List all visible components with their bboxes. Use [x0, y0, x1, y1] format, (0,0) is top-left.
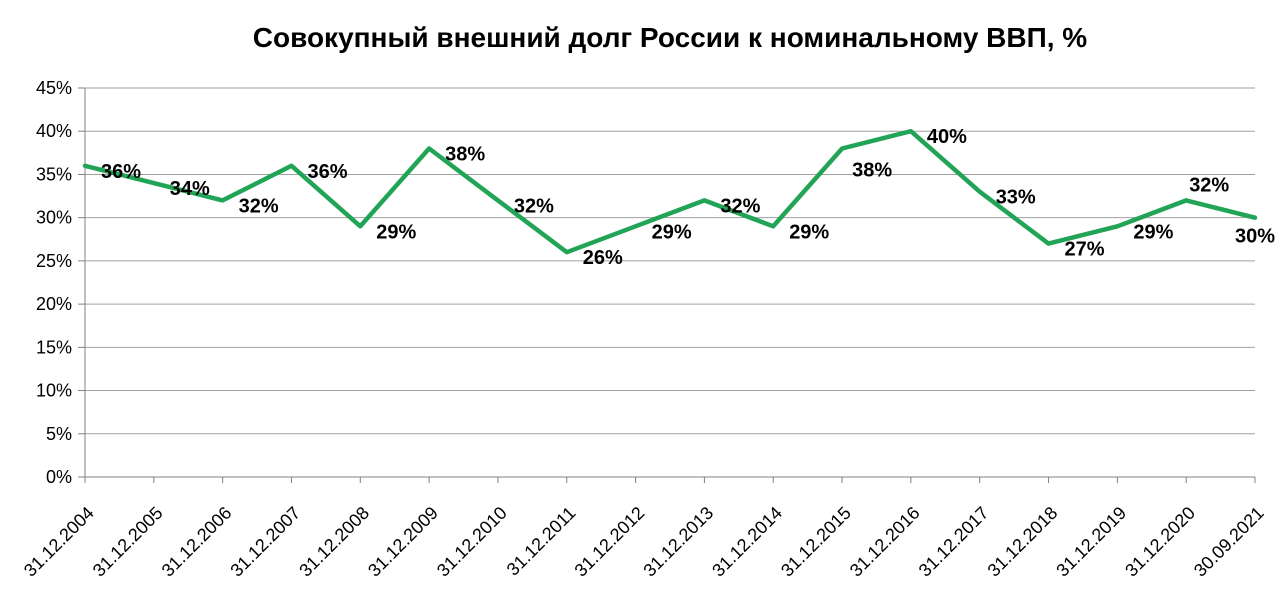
- data-label: 34%: [170, 178, 210, 200]
- data-label: 32%: [1189, 174, 1229, 196]
- x-axis-label: 31.12.2011: [503, 503, 580, 580]
- x-axis-label: 31.12.2007: [226, 503, 304, 581]
- data-label: 38%: [852, 160, 892, 182]
- data-label: 32%: [720, 195, 760, 217]
- y-axis-label: 10%: [36, 381, 72, 401]
- data-label: 38%: [445, 144, 485, 166]
- x-axis-label: 31.12.2016: [846, 503, 924, 581]
- x-axis-label: 31.12.2018: [984, 503, 1062, 581]
- y-axis-label: 5%: [46, 424, 72, 444]
- x-axis-label: 31.12.2006: [158, 503, 236, 581]
- y-axis-label: 0%: [46, 467, 72, 487]
- y-axis-label: 35%: [36, 164, 72, 184]
- x-axis-label: 31.12.2012: [571, 503, 649, 581]
- x-axis-label: 31.12.2009: [364, 503, 442, 581]
- series-line: [82, 128, 1258, 255]
- data-label: 40%: [927, 126, 967, 148]
- data-label: 29%: [1133, 221, 1173, 243]
- data-label: 33%: [996, 187, 1036, 209]
- x-axis-label: 31.12.2020: [1121, 503, 1199, 581]
- y-axis-label: 20%: [36, 294, 72, 314]
- x-axis-label: 31.12.2004: [20, 503, 98, 581]
- data-label: 27%: [1065, 239, 1105, 261]
- x-axis-label: 31.12.2017: [915, 503, 993, 581]
- data-label: 36%: [101, 161, 141, 183]
- x-axis-label: 31.12.2013: [639, 503, 717, 581]
- y-axis-label: 45%: [36, 78, 72, 98]
- y-axis-label: 15%: [36, 337, 72, 357]
- data-label: 29%: [789, 221, 829, 243]
- x-axis-label: 31.12.2014: [708, 503, 786, 581]
- y-axis-label: 40%: [36, 121, 72, 141]
- data-label: 36%: [308, 161, 348, 183]
- x-axis-label: 31.12.2005: [89, 503, 167, 581]
- y-axis-label: 30%: [36, 208, 72, 228]
- data-label: 26%: [583, 247, 623, 269]
- y-axis-label: 25%: [36, 251, 72, 271]
- data-label: 29%: [376, 221, 416, 243]
- x-axis-label: 30.09.2021: [1190, 503, 1268, 581]
- data-label: 29%: [652, 221, 692, 243]
- data-label: 32%: [514, 195, 554, 217]
- x-axis-label: 31.12.2019: [1052, 503, 1130, 581]
- data-label: 32%: [239, 195, 279, 217]
- x-axis-label: 31.12.2010: [433, 503, 511, 581]
- chart-title: Совокупный внешний долг России к номинал…: [252, 22, 1088, 53]
- x-axis-label: 31.12.2015: [777, 503, 855, 581]
- data-label: 30%: [1235, 226, 1275, 248]
- x-axis-label: 31.12.2008: [295, 503, 373, 581]
